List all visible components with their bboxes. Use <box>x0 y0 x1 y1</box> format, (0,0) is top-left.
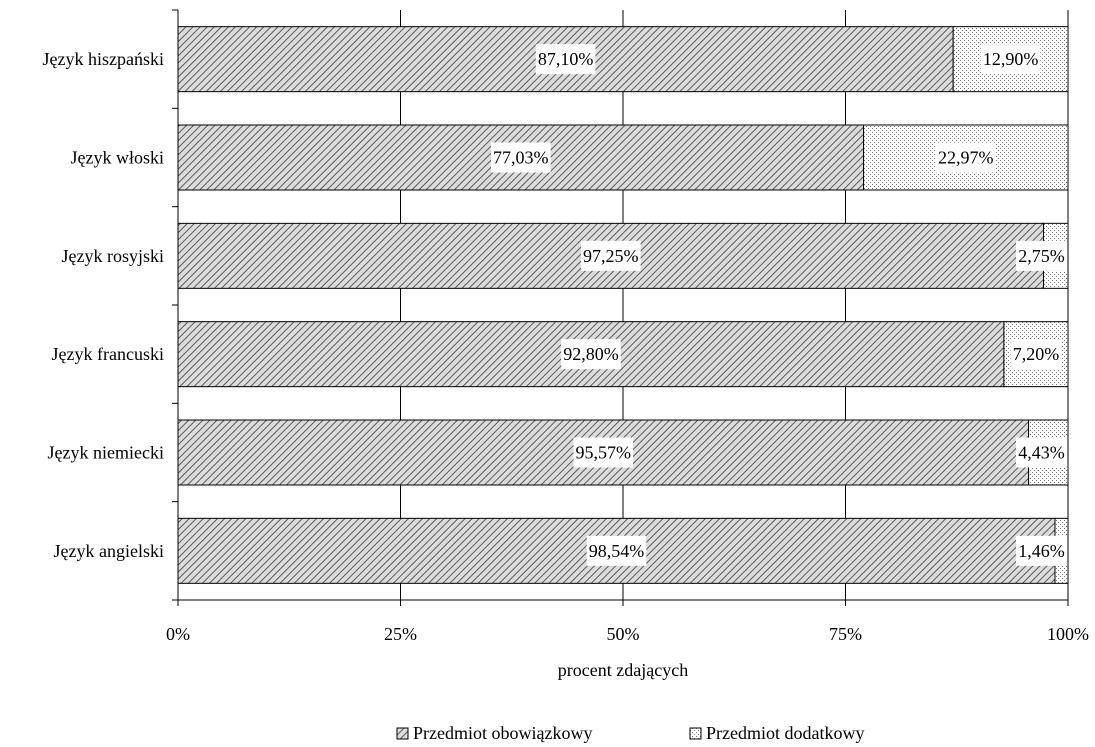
axes <box>172 9 1069 606</box>
data-label: 4,43% <box>1016 437 1067 468</box>
category-label: Język hiszpański <box>43 49 164 69</box>
data-label-bg <box>573 437 634 468</box>
data-label-text: 98,54% <box>589 541 645 561</box>
data-label: 2,75% <box>1016 240 1067 271</box>
data-label: 12,90% <box>980 44 1041 75</box>
x-tick-label: 75% <box>829 624 862 644</box>
data-label: 98,54% <box>586 535 647 566</box>
x-tick-label: 100% <box>1047 624 1089 644</box>
category-label: Język rosyjski <box>62 246 165 266</box>
data-label-text: 2,75% <box>1018 246 1065 266</box>
data-label-bg <box>935 142 996 173</box>
x-axis-title: procent zdających <box>558 660 688 680</box>
data-label-text: 97,25% <box>583 246 639 266</box>
gridlines <box>400 10 1069 600</box>
x-tick-label: 25% <box>384 624 417 644</box>
data-label-text: 4,43% <box>1018 443 1065 463</box>
x-tick-label: 50% <box>607 624 640 644</box>
category-label: Język włoski <box>71 148 165 168</box>
data-labels: 87,10% 12,90% 77,03% 22,97% 97,25% 2,75% 92,80… <box>490 44 1067 566</box>
legend-swatch-mandatory <box>396 727 409 740</box>
x-tick-labels: 0% 25% 50% 75% 100% <box>166 624 1089 644</box>
category-label: Język niemiecki <box>48 443 164 463</box>
data-label-text: 22,97% <box>938 148 994 168</box>
data-label-text: 12,90% <box>983 49 1039 69</box>
legend-label-additional: Przedmiot dodatkowy <box>706 723 864 743</box>
category-label: Język francuski <box>52 344 164 364</box>
data-label-bg <box>586 535 647 566</box>
data-label-text: 77,03% <box>493 148 549 168</box>
legend: Przedmiot obowiązkowy Przedmiot dodatkow… <box>396 723 864 743</box>
data-label-bg <box>561 339 621 370</box>
category-label: Język angielski <box>54 541 164 561</box>
data-label-bg <box>535 44 596 75</box>
data-label-text: 95,57% <box>576 443 632 463</box>
data-label: 1,46% <box>1016 535 1067 566</box>
data-label-bg <box>1016 535 1067 566</box>
data-label-text: 1,46% <box>1018 541 1065 561</box>
data-label-bg <box>490 142 551 173</box>
data-label-text: 92,80% <box>563 344 619 364</box>
data-label: 92,80% <box>561 339 621 370</box>
legend-item-additional: Przedmiot dodatkowy <box>689 723 864 743</box>
category-labels: Język hiszpański Język włoski Język rosyjs… <box>43 49 164 561</box>
data-label: 7,20% <box>1010 339 1062 370</box>
data-label: 95,57% <box>573 437 634 468</box>
data-label-bg <box>1016 437 1067 468</box>
legend-swatch-additional <box>689 727 702 740</box>
data-label: 77,03% <box>490 142 551 173</box>
data-label-bg <box>1010 339 1062 370</box>
legend-label-mandatory: Przedmiot obowiązkowy <box>413 723 592 743</box>
x-tick-label: 0% <box>166 624 190 644</box>
data-label-text: 7,20% <box>1013 344 1060 364</box>
data-label: 22,97% <box>935 142 996 173</box>
data-label-bg <box>580 240 641 271</box>
data-label-text: 87,10% <box>538 49 594 69</box>
data-label: 87,10% <box>535 44 596 75</box>
data-label: 97,25% <box>580 240 641 271</box>
data-label-bg <box>980 44 1041 75</box>
data-label-bg <box>1016 240 1067 271</box>
legend-item-mandatory: Przedmiot obowiązkowy <box>396 723 592 743</box>
bars <box>177 26 1069 584</box>
